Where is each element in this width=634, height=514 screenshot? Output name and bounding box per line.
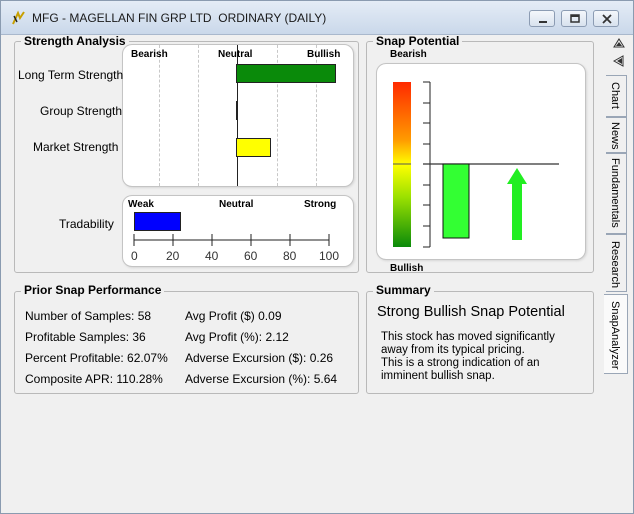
summary-line: This is a strong indication of an [381,357,540,369]
tab-label: SnapAnalyzer [609,301,621,370]
app-icon [12,10,25,25]
summary-line: away from its typical pricing. [381,344,525,356]
gridline [277,45,278,186]
tab-label: Research [609,241,621,289]
tab-news[interactable]: News [606,117,627,153]
stat-avg-profit-dollar: Avg Profit ($) 0.09 [185,309,282,323]
stat-number-of-samples: Number of Samples: 58 [25,309,152,323]
stat-percent-profitable: Percent Profitable: 62.07% [25,351,168,365]
gridline [316,45,317,186]
summary-title: Summary [373,284,434,297]
scroll-up-icon[interactable] [612,37,626,49]
bullish-header: Bullish [307,49,341,60]
summary-headline: Strong Bullish Snap Potential [377,304,565,320]
stat-profitable-samples: Profitable Samples: 36 [25,330,146,344]
tab-snapanalyzer[interactable]: SnapAnalyzer [604,294,628,374]
stat-composite-apr: Composite APR: 110.28% [25,372,163,386]
stat-avg-profit-percent: Avg Profit (%): 2.12 [185,330,289,344]
tab-label: Chart [609,82,621,109]
tradability-label: Tradability [59,217,114,231]
tab-label: Fundamentals [609,158,621,228]
arrow-up-icon [507,168,527,240]
long-term-strength-bar [236,64,336,83]
tab-fundamentals[interactable]: Fundamentals [606,153,627,234]
tick-label: 40 [205,249,219,263]
title-bar: MFG - MAGELLAN FIN GRP LTD ORDINARY (DAI… [1,1,633,35]
tradability-chart-area [122,195,354,267]
tick-label: 20 [166,249,180,263]
tradability-bar [134,212,181,231]
neutral-header: Neutral [218,49,253,60]
tradability-neutral-header: Neutral [219,199,254,210]
group-strength-label: Group Strength [40,104,123,118]
group-strength-bar [236,101,238,120]
tab-label: News [609,122,621,150]
bearish-header: Bearish [131,49,168,60]
minimize-button[interactable] [529,10,555,27]
window-title: MFG - MAGELLAN FIN GRP LTD ORDINARY (DAI… [32,11,327,25]
tab-research[interactable]: Research [606,234,627,292]
snap-bearish-label: Bearish [390,49,427,60]
stat-adverse-excursion-dollar: Adverse Excursion ($): 0.26 [185,351,334,365]
restore-icon [570,14,580,23]
prior-snap-title: Prior Snap Performance [21,284,165,297]
minimize-icon [539,21,547,23]
close-button[interactable] [593,10,619,27]
summary-line: This stock has moved significantly [381,331,555,343]
snap-bullish-label: Bullish [390,263,424,274]
snap-potential-panel [366,41,594,273]
tick-label: 0 [131,249,138,263]
stat-adverse-excursion-percent: Adverse Excursion (%): 5.64 [185,372,338,386]
close-icon [602,14,612,24]
strong-header: Strong [304,199,337,210]
snap-gauge [393,81,559,248]
tick-label: 100 [319,249,340,263]
tradability-axis [133,234,330,246]
collapse-left-icon[interactable] [612,55,626,67]
snap-potential-title: Snap Potential [373,35,463,48]
strength-analysis-panel [14,41,359,273]
restore-button[interactable] [561,10,587,27]
gridline [159,45,160,186]
weak-header: Weak [128,199,154,210]
market-strength-label: Market Strength [33,140,119,154]
summary-panel [366,291,594,394]
tab-chart[interactable]: Chart [606,75,627,117]
prior-snap-panel [14,291,359,394]
long-term-strength-label: Long Term Strength [18,68,124,82]
tick-label: 60 [244,249,258,263]
strength-analysis-title: Strength Analysis [21,35,129,48]
market-strength-bar [236,138,271,157]
summary-line: imminent bullish snap. [381,370,495,382]
tick-label: 80 [283,249,297,263]
gridline [198,45,199,186]
snap-potential-bar [442,163,470,239]
